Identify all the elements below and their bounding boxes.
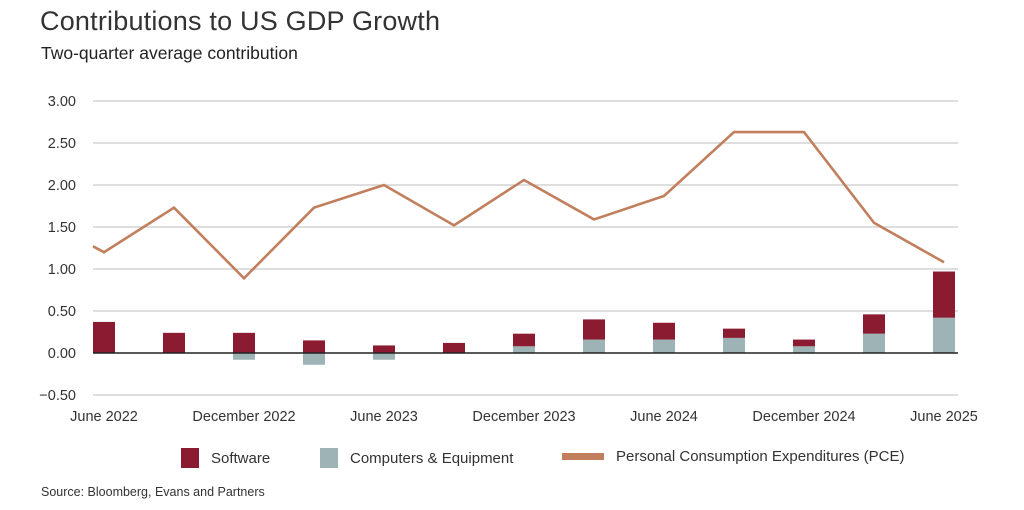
bar-computers-equipment bbox=[513, 346, 535, 353]
y-tick-label: 1.00 bbox=[48, 262, 76, 278]
x-tick-label: June 2024 bbox=[630, 409, 698, 425]
legend-label-computers: Computers & Equipment bbox=[350, 449, 514, 467]
y-tick-label: 0.50 bbox=[48, 304, 76, 320]
legend-item-software: Software bbox=[181, 448, 270, 468]
bar-computers-equipment bbox=[653, 339, 675, 353]
bar-software bbox=[93, 321, 115, 353]
x-tick-label: December 2024 bbox=[752, 409, 855, 425]
bar-computers-equipment bbox=[233, 353, 255, 360]
bar-computers-equipment bbox=[793, 346, 815, 353]
source-note: Source: Bloomberg, Evans and Partners bbox=[41, 485, 265, 499]
chart-subtitle: Two-quarter average contribution bbox=[41, 43, 298, 63]
chart-plot: 3.00 2.50 2.00 1.50 1.00 0.50 0.00 −0.50 June 2… bbox=[39, 94, 978, 425]
bar-software bbox=[303, 340, 325, 353]
x-tick-label: December 2022 bbox=[192, 409, 295, 425]
x-tick-label: June 2025 bbox=[910, 409, 978, 425]
y-tick-label: 2.50 bbox=[48, 136, 76, 152]
legend: Software Computers & Equipment Personal … bbox=[0, 448, 1024, 470]
x-axis-ticks: June 2022 December 2022 June 2023 December … bbox=[70, 409, 978, 425]
y-tick-label: 0.00 bbox=[48, 346, 76, 362]
legend-item-computers: Computers & Equipment bbox=[320, 448, 513, 468]
legend-swatch-computers bbox=[320, 448, 338, 468]
bar-computers-equipment bbox=[723, 337, 745, 353]
legend-swatch-software bbox=[181, 448, 199, 468]
chart-title: Contributions to US GDP Growth bbox=[40, 6, 441, 36]
bar-software bbox=[583, 319, 605, 340]
pce-line bbox=[92, 130, 945, 281]
bar-software bbox=[373, 345, 395, 353]
bar-computers-equipment bbox=[863, 333, 885, 353]
y-tick-label: 3.00 bbox=[48, 94, 76, 110]
bar-software bbox=[723, 328, 745, 338]
pce-line-layer bbox=[92, 130, 945, 281]
y-tick-label: −0.50 bbox=[39, 388, 76, 404]
y-tick-label: 2.00 bbox=[48, 178, 76, 194]
bar-software bbox=[793, 339, 815, 347]
x-tick-label: June 2022 bbox=[70, 409, 138, 425]
legend-label-pce: Personal Consumption Expenditures (PCE) bbox=[616, 448, 905, 465]
y-tick-label: 1.50 bbox=[48, 220, 76, 236]
y-axis-ticks: 3.00 2.50 2.00 1.50 1.00 0.50 0.00 −0.50 bbox=[39, 94, 76, 404]
bars bbox=[93, 271, 955, 365]
bar-software bbox=[863, 314, 885, 334]
bar-computers-equipment bbox=[583, 339, 605, 353]
bar-software bbox=[933, 271, 955, 318]
bar-software bbox=[513, 333, 535, 347]
bar-software bbox=[233, 332, 255, 353]
bar-software bbox=[443, 342, 465, 353]
bar-computers-equipment bbox=[303, 353, 325, 365]
bar-computers-equipment bbox=[373, 353, 395, 360]
legend-swatch-pce bbox=[562, 453, 604, 460]
bar-software bbox=[653, 322, 675, 340]
legend-label-software: Software bbox=[211, 449, 271, 467]
bar-computers-equipment bbox=[933, 317, 955, 353]
x-tick-label: December 2023 bbox=[472, 409, 575, 425]
bar-software bbox=[163, 332, 185, 353]
legend-item-pce: Personal Consumption Expenditures (PCE) bbox=[562, 448, 904, 465]
x-tick-label: June 2023 bbox=[350, 409, 418, 425]
